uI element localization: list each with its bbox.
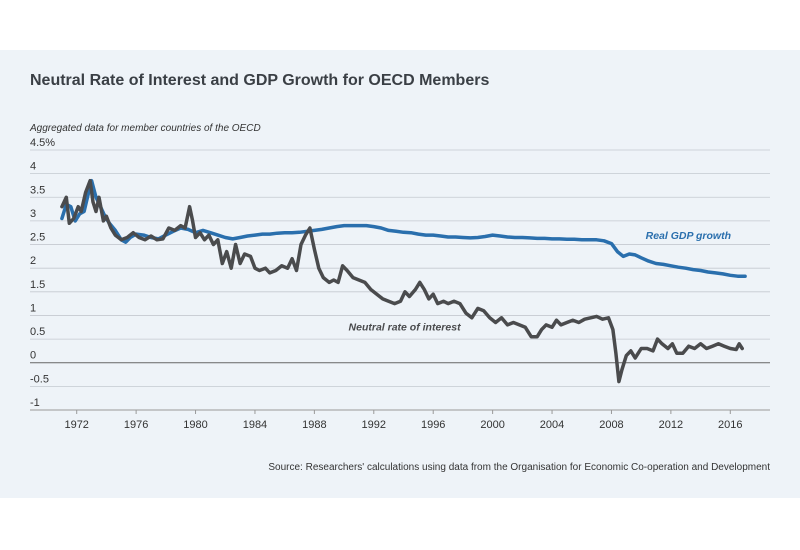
annotation-real-gdp-growth: Real GDP growth (646, 230, 731, 242)
x-tick-label: 1976 (124, 419, 148, 431)
y-tick-label: 0.5 (30, 326, 45, 338)
chart-subtitle: Aggregated data for member countries of … (30, 123, 261, 134)
y-tick-label: 3.5 (30, 184, 45, 196)
y-tick-label: 4 (30, 161, 36, 173)
chart-panel (0, 50, 800, 498)
y-tick-label: -1 (30, 397, 40, 409)
x-tick-label: 1984 (243, 419, 267, 431)
gridlines (30, 149, 770, 411)
chart-title: Neutral Rate of Interest and GDP Growth … (30, 72, 490, 89)
y-tick-label: 1.5 (30, 279, 45, 291)
x-tick-label: 2004 (540, 419, 564, 431)
y-tick-label: -0.5 (30, 373, 49, 385)
x-tick-label: 2008 (599, 419, 623, 431)
y-tick-label: 1 (30, 302, 36, 314)
axes: 4.5% 4 3.5 3 2.5 2 1.5 1 0.5 0 -0.5 -1 1972 1976 1980 1… (30, 137, 770, 431)
x-tick-label: 2016 (718, 419, 742, 431)
x-tick-label: 2012 (659, 419, 683, 431)
annotations: Real GDP growth Neutral rate of interest (349, 230, 731, 334)
series-line-neutral-rate-of-interest (60, 178, 744, 384)
x-tick-label: 2000 (480, 419, 504, 431)
y-tick-label: 4.5% (30, 137, 55, 149)
y-tick-label: 2.5 (30, 232, 45, 244)
x-tick-label: 1980 (183, 419, 207, 431)
x-tick-label: 1972 (64, 419, 88, 431)
series-lines (60, 178, 747, 384)
y-tick-label: 0 (30, 350, 36, 362)
y-tick-label: 2 (30, 255, 36, 267)
x-tick-label: 1996 (421, 419, 445, 431)
x-tick-label: 1988 (302, 419, 326, 431)
x-tick-label: 1992 (362, 419, 386, 431)
series-line-real-gdp-growth (60, 178, 747, 278)
y-tick-label: 3 (30, 208, 36, 220)
annotation-neutral-rate-of-interest: Neutral rate of interest (349, 322, 462, 334)
chart-source: Source: Researchers' calculations using … (268, 462, 770, 473)
